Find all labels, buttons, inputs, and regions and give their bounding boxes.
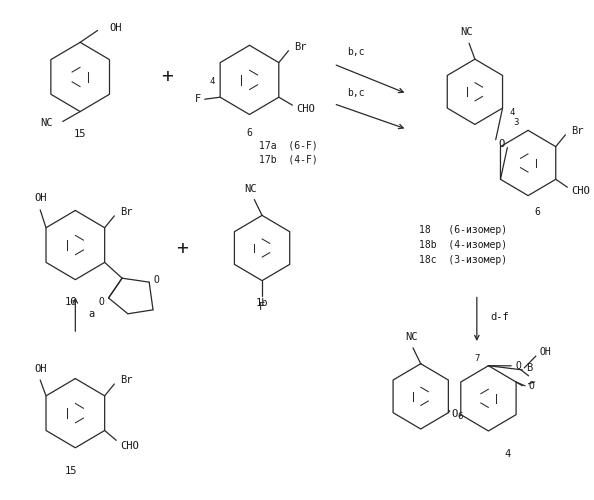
Text: 6: 6 <box>535 208 541 218</box>
Text: 18c  (3-изомер): 18c (3-изомер) <box>419 255 507 265</box>
Text: NC: NC <box>460 28 472 38</box>
Text: 1b: 1b <box>256 298 268 308</box>
Text: 7: 7 <box>474 354 479 364</box>
Text: O: O <box>153 275 159 285</box>
Text: Br: Br <box>120 207 132 217</box>
Text: NC: NC <box>40 118 53 128</box>
Text: OH: OH <box>34 193 46 203</box>
Text: B: B <box>526 363 532 373</box>
Text: 3: 3 <box>514 118 519 127</box>
Text: OH: OH <box>540 347 551 357</box>
Text: O: O <box>515 361 521 371</box>
Text: 6: 6 <box>457 412 463 421</box>
Text: F: F <box>259 302 265 312</box>
Text: Br: Br <box>294 42 307 52</box>
Text: OH: OH <box>34 364 46 374</box>
Text: b,c: b,c <box>347 88 365 98</box>
Text: 4: 4 <box>510 108 515 116</box>
Text: NC: NC <box>244 184 257 194</box>
Text: 18   (6-изомер): 18 (6-изомер) <box>419 226 507 235</box>
Text: O: O <box>451 408 458 418</box>
Text: +: + <box>162 68 173 86</box>
Text: NC: NC <box>405 332 418 342</box>
Text: CHO: CHO <box>571 186 590 196</box>
Text: 18b  (4-изомер): 18b (4-изомер) <box>419 240 507 250</box>
Text: CHO: CHO <box>120 442 139 452</box>
Text: Br: Br <box>571 126 584 136</box>
Text: 6: 6 <box>247 128 252 138</box>
Text: 17a  (6-F): 17a (6-F) <box>259 140 318 150</box>
Text: Br: Br <box>120 375 132 385</box>
Text: CHO: CHO <box>296 104 315 114</box>
Text: +: + <box>176 238 188 258</box>
Text: 15: 15 <box>74 130 86 140</box>
Text: 4: 4 <box>505 449 511 459</box>
Text: 16: 16 <box>64 298 77 308</box>
Text: OH: OH <box>109 24 122 34</box>
Text: 4: 4 <box>210 77 215 86</box>
Text: F: F <box>195 94 201 104</box>
Text: O: O <box>529 381 535 391</box>
Text: O: O <box>99 297 105 307</box>
Text: 17b  (4-F): 17b (4-F) <box>259 154 318 164</box>
Text: b,c: b,c <box>347 47 365 57</box>
Text: d-f: d-f <box>491 312 509 322</box>
Text: a: a <box>88 310 94 320</box>
Text: O: O <box>498 138 505 148</box>
Text: 15: 15 <box>64 466 77 475</box>
